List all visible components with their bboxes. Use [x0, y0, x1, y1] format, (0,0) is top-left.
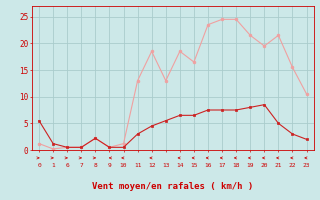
X-axis label: Vent moyen/en rafales ( km/h ): Vent moyen/en rafales ( km/h ) — [92, 182, 253, 191]
